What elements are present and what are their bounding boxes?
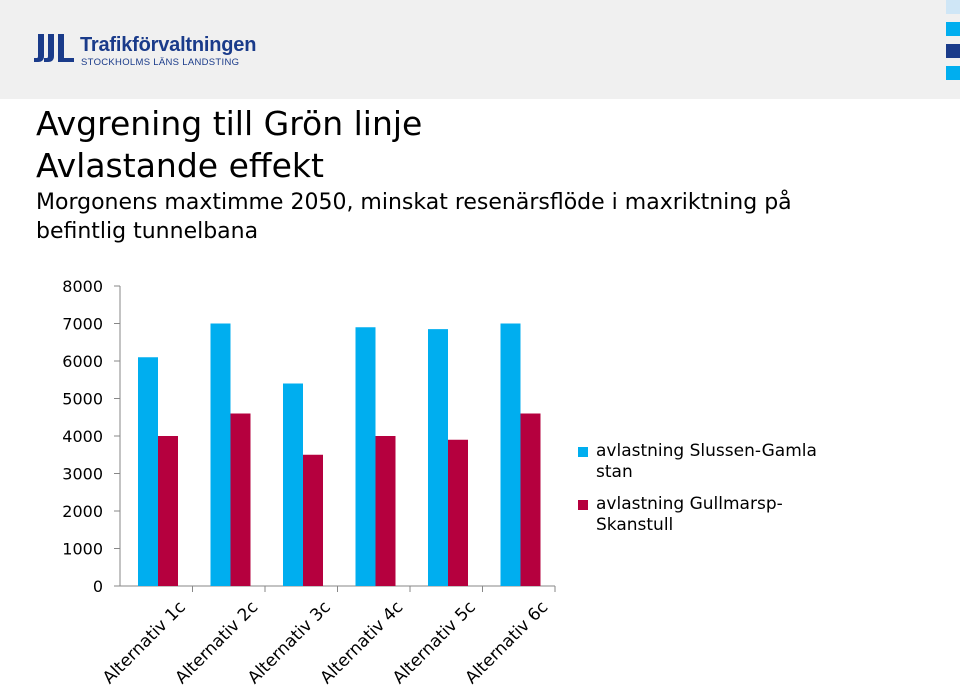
bar-series1-2 — [210, 323, 231, 586]
header-bar: Trafikförvaltningen STOCKHOLMS LÄNS LAND… — [0, 0, 960, 99]
bar-series2-1 — [158, 436, 178, 586]
logo-name: Trafikförvaltningen — [80, 34, 257, 56]
y-tick-label: 1000 — [62, 540, 103, 559]
decor-square — [946, 44, 960, 58]
y-tick-label: 4000 — [62, 427, 103, 446]
y-tick-label: 8000 — [62, 277, 103, 296]
bar-series2-6 — [520, 413, 541, 586]
bar-series1-5 — [428, 329, 448, 586]
legend-swatch-series1 — [578, 447, 588, 457]
bar-chart: 010002000300040005000600070008000Alterna… — [62, 277, 556, 688]
bar-series2-2 — [230, 413, 251, 586]
y-tick-label: 3000 — [62, 465, 103, 484]
bar-series1-6 — [500, 323, 521, 586]
bar-series2-4 — [375, 436, 396, 586]
slide-title-line1: Avgrening till Grön linje — [36, 104, 423, 143]
y-tick-label: 2000 — [62, 502, 103, 521]
y-tick-label: 5000 — [62, 390, 103, 409]
tl-logo-icon — [34, 34, 74, 62]
legend-label-series1: avlastning Slussen-Gamla stan — [596, 441, 817, 482]
legend-label-series2: avlastning Gullmarsp-Skanstull — [596, 494, 783, 535]
bar-series2-5 — [448, 439, 468, 586]
decor-square — [946, 22, 960, 36]
bar-series1-4 — [355, 327, 376, 586]
logo-subtitle: STOCKHOLMS LÄNS LANDSTING — [81, 57, 240, 68]
decor-square — [946, 0, 960, 14]
bar-series1-3 — [283, 383, 303, 586]
y-tick-label: 7000 — [62, 315, 103, 334]
decor-square — [946, 66, 960, 80]
bar-series1-1 — [138, 357, 158, 586]
legend-swatch-series2 — [578, 500, 588, 510]
y-tick-label: 0 — [93, 577, 103, 596]
slide-subtitle-line2: befintlig tunnelbana — [36, 219, 259, 244]
slide-title-line2: Avlastande effekt — [36, 146, 324, 185]
y-tick-label: 6000 — [62, 352, 103, 371]
slide-subtitle-line1: Morgonens maxtimme 2050, minskat resenär… — [36, 190, 792, 215]
bar-series2-3 — [303, 454, 323, 586]
